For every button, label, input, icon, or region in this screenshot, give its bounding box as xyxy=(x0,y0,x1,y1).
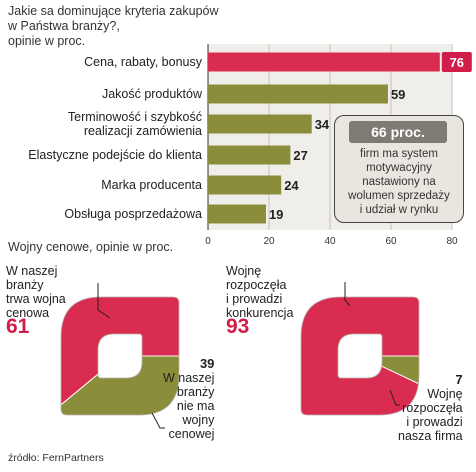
bar-value-label: 19 xyxy=(269,207,283,222)
annotation-text-line: motywacyjny xyxy=(366,162,432,174)
slice-label-line: rozpoczęła xyxy=(226,278,287,292)
x-tick-label: 40 xyxy=(324,236,336,247)
bar xyxy=(208,145,291,165)
category-label: Marka producenta xyxy=(2,178,202,192)
slice-label-line: rozpoczęła xyxy=(402,401,463,415)
slice-label: W naszej branży trwa wojna cenowa 61 xyxy=(6,264,66,338)
title-line: w Państwa branży?, xyxy=(8,19,120,33)
leader-line xyxy=(151,412,165,429)
slice-label: Wojnę rozpoczęła i prowadzi konkurencja 93 xyxy=(226,264,294,338)
slice-value-label: 93 xyxy=(226,315,250,338)
category-label-line: Cena, rabaty, bonusy xyxy=(84,55,202,69)
section-title: Wojny cenowe, opinie w proc. xyxy=(8,240,174,254)
slice-label-line: W naszej xyxy=(163,371,215,385)
slice-label: 39 W naszej branży nie ma wojny cenowej xyxy=(163,356,215,442)
slice-value-label: 39 xyxy=(199,356,215,371)
slice-label-line: i prowadzi xyxy=(406,415,463,429)
x-tick-label: 80 xyxy=(446,236,458,247)
slice-label-line: wojny xyxy=(182,413,215,427)
category-label: Cena, rabaty, bonusy xyxy=(2,55,202,69)
slice-label-line: cenowej xyxy=(168,427,215,441)
ring-slice xyxy=(359,355,419,408)
value-badge xyxy=(441,52,472,72)
title-line: opinie w proc. xyxy=(8,34,86,48)
bar xyxy=(208,175,282,195)
annotation-text-line: wolumen sprzedaży xyxy=(348,190,450,202)
slice-label-line: branży xyxy=(176,385,215,399)
slice-value-label: 7 xyxy=(455,372,463,387)
slice-label-line: i prowadzi xyxy=(226,292,283,306)
title-line: Jakie sa dominujące kryteria zakupów xyxy=(8,4,219,18)
slice-label: 7 Wojnę rozpoczęła i prowadzi nasza firma xyxy=(398,372,463,444)
ring-outline xyxy=(300,296,420,416)
x-tick-label: 0 xyxy=(205,236,211,247)
category-label-line: Jakość produktów xyxy=(101,87,202,101)
annotation-text-line: nastawiony na xyxy=(362,176,436,188)
slice-label-line: nasza firma xyxy=(398,429,463,443)
annotation-box: 66 proc. firm ma system motywacyjny nastaw… xyxy=(334,115,464,223)
ring-outline xyxy=(60,296,180,416)
source-note: źródło: FernPartners xyxy=(8,452,104,464)
slice-label-line: branży xyxy=(6,278,44,292)
x-tick-label: 20 xyxy=(263,236,275,247)
category-label: Obsługa posprzedażowa xyxy=(2,207,202,221)
slice-label-line: W naszej xyxy=(6,264,58,278)
bar xyxy=(208,52,440,72)
bar-value-label: 59 xyxy=(391,87,405,102)
category-label-line: realizacji zamówienia xyxy=(83,124,202,138)
leader-line xyxy=(344,282,351,307)
category-label-line: Obsługa posprzedażowa xyxy=(64,207,202,221)
slice-label-line: cenowa xyxy=(6,306,50,320)
category-label: Jakość produktów xyxy=(2,87,202,101)
chart-title: Jakie sa dominujące kryteria zakupów w P… xyxy=(8,4,219,49)
annotation-headline: 66 proc. xyxy=(349,121,447,143)
slice-value-label: 61 xyxy=(6,315,30,338)
bar xyxy=(208,84,388,104)
bar xyxy=(208,114,312,134)
bar-value-label: 34 xyxy=(315,117,330,132)
bar xyxy=(208,204,266,224)
leader-line xyxy=(389,389,400,406)
slice-label-line: konkurencja xyxy=(226,306,294,320)
annotation-text: firm ma system motywacyjny nastawiony na wo… xyxy=(337,147,461,217)
slice-label-line: Wojnę xyxy=(226,264,262,278)
bar-value-label: 76 xyxy=(450,55,464,70)
x-tick-label: 60 xyxy=(385,236,397,247)
category-label-line: Elastyczne podejście do klienta xyxy=(28,148,202,162)
category-label: Terminowość i szybkość realizacji zamówie… xyxy=(2,110,202,138)
bar-value-label: 27 xyxy=(293,148,307,163)
category-label: Elastyczne podejście do klienta xyxy=(2,148,202,162)
bar-value-label: 24 xyxy=(284,178,299,193)
category-label-line: Marka producenta xyxy=(101,178,202,192)
slice-label-line: Wojnę xyxy=(427,387,463,401)
annotation-text-line: i udział w rynku xyxy=(359,204,439,216)
annotation-text-line: firm ma system xyxy=(360,148,438,160)
slice-label-line: trwa wojna xyxy=(6,292,66,306)
category-label-line: Terminowość i szybkość xyxy=(67,110,202,124)
leader-line xyxy=(97,283,111,319)
slice-label-line: nie ma xyxy=(176,399,215,413)
